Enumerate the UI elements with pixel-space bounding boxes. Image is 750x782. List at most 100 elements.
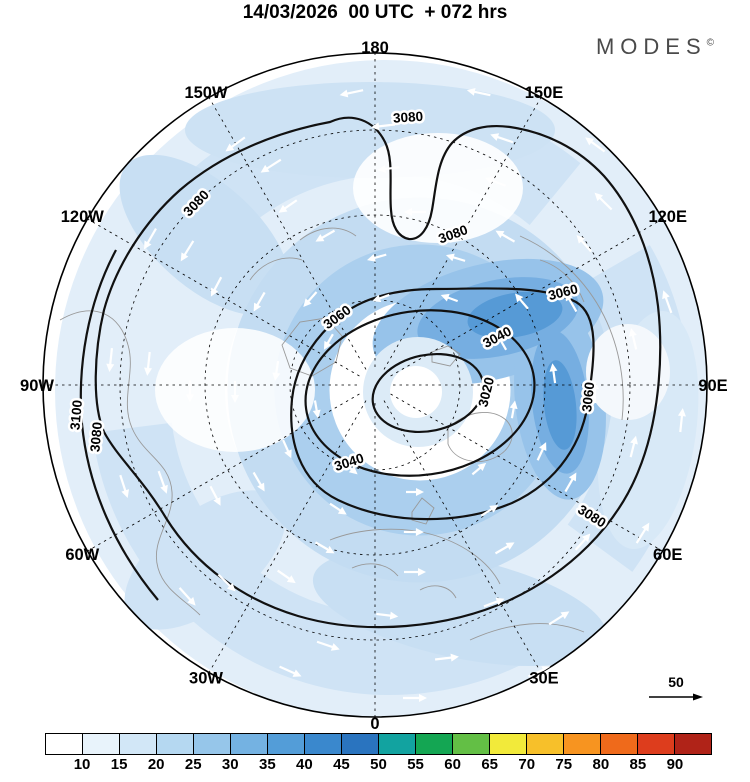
wind-arrow [315,229,336,242]
wind-arrow [371,122,396,131]
wind-arrow [316,640,340,651]
wind-arrow [406,488,424,496]
colorbar-segment [82,734,119,754]
colorbar-segment [267,734,304,754]
wind-arrow [272,360,281,381]
wind-arrow [329,502,347,515]
wind-arrow [585,137,606,153]
colorbar-segment [156,734,193,754]
longitude-label-30E: 30E [529,669,558,687]
colorbar-segment [193,734,230,754]
wind-arrow [210,276,223,297]
wind-arrow [574,533,591,551]
longitude-label-150E: 150E [525,84,564,102]
colorbar [45,733,712,755]
wind-arrow [376,611,399,620]
jet-max-e [543,360,577,450]
contour-3060 [290,287,595,521]
wind-arrow [483,597,505,608]
wind-arrow [377,164,400,173]
wind-arrow [180,240,195,262]
colorbar-tick-60: 60 [444,756,461,773]
longitude-label-120W: 120W [61,208,105,226]
wind-arrow [157,470,168,494]
colorbar-tick-80: 80 [592,756,610,773]
colorbar-tick-35: 35 [258,756,276,773]
wind-arrow [225,136,246,152]
modes-logo: MODES© [596,34,714,60]
contour-label-3100: 3100 [67,399,85,430]
colorbar-segment [637,734,674,754]
wind-scale-arrow-icon [649,693,703,701]
latitude-circle [119,129,631,641]
shaded-field [43,53,707,717]
wind-arrow [367,253,387,262]
colorbar-tick-45: 45 [333,756,350,773]
wind-arrow [466,87,491,97]
wind-arrow [471,462,487,476]
colorbar-tick-55: 55 [407,756,424,773]
wind-arrow [404,568,426,576]
wind-arrow [635,522,650,544]
colorbar-tick-90: 90 [666,756,684,773]
wind-arrow [490,133,514,144]
meridian-line [87,393,360,552]
meridian-line [383,97,542,370]
wind-arrow [282,439,292,459]
contour-label-3080: 3080 [87,421,105,452]
height-contours [79,116,662,629]
wind-scale: 50 [645,674,707,702]
colorbar-tick-50: 50 [370,756,387,773]
colorbar-tick-20: 20 [147,756,165,773]
wind-scale-value: 50 [668,674,684,690]
wind-arrow [576,234,592,253]
contour-labels: 3080308030803080308031003060306030603040… [65,106,611,533]
longitude-label-60W: 60W [65,546,99,564]
meridian-line [390,393,663,552]
contour-3100 [79,249,159,601]
wind-arrow [440,293,459,303]
colorbar-tick-25: 25 [184,756,202,773]
colorbar-tick-30: 30 [221,756,239,773]
wind-arrow [662,290,673,314]
colorbar-segment [46,734,82,754]
meridian-line [383,400,542,673]
wind-arrow [252,471,265,492]
contour-3020 [371,352,485,434]
wind-arrow [445,253,466,262]
colorbar-segment [378,734,415,754]
wind-arrow [279,665,302,677]
graticule [43,53,707,717]
wind-arrow [509,400,518,419]
wind-arrow [536,442,547,461]
colorbar-segment [563,734,600,754]
wind-arrow [343,461,358,475]
colorbar-segment [304,734,341,754]
colorbar-tick-75: 75 [555,756,573,773]
colorbar-segment [489,734,526,754]
colorbar-tick-85: 85 [629,756,647,773]
meridian-line [208,400,367,673]
wind-arrow [403,528,424,537]
colorbar-segment [600,734,637,754]
meridian-line [390,218,663,377]
wind-arrow [548,611,570,626]
wind-arrow [629,328,638,350]
colorbar-segment [230,734,267,754]
wind-arrow [185,380,194,403]
wind-arrow [714,348,724,373]
wind-arrow [564,472,577,493]
contour-label-3060: 3060 [579,381,597,412]
wind-arrow [253,291,266,312]
wind-arrow [591,381,599,403]
longitude-label-90W: 90W [20,377,54,395]
wind-arrow [143,228,157,250]
shading-upperleft-band [119,154,291,316]
forecast-title: 14/03/2026 00 UTC + 072 hrs [242,2,508,23]
colorbar-segment [674,734,711,754]
wind-arrow [303,291,318,307]
wind-arrow [495,230,516,243]
colorbar-segment [119,734,156,754]
